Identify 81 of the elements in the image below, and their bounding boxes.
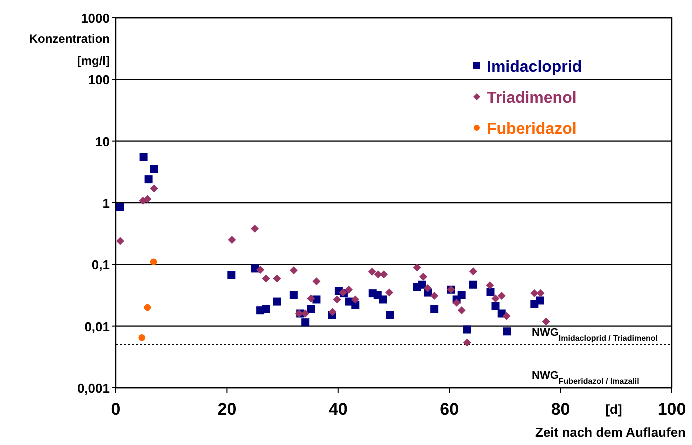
point (273, 274, 282, 283)
point (352, 296, 360, 304)
x-tick-label: 80 (551, 400, 570, 419)
point (470, 280, 478, 289)
point (262, 305, 270, 314)
point (430, 292, 439, 300)
point (413, 264, 422, 272)
y-tick-label: 100 (88, 72, 110, 88)
point (140, 153, 148, 162)
point (368, 268, 376, 276)
point (530, 290, 539, 298)
y-tick-label: 1000 (81, 11, 110, 26)
text: [d] (606, 402, 622, 417)
point (452, 298, 461, 307)
point (374, 270, 382, 279)
point (492, 294, 500, 303)
point (463, 326, 472, 334)
point (312, 278, 321, 286)
point (251, 224, 259, 233)
point (492, 302, 500, 310)
point (251, 264, 259, 273)
point (144, 195, 152, 204)
ref-line-label: NWG$_{Imidacloprid / Triadimenol}$ (532, 326, 658, 342)
point (424, 284, 432, 293)
y-tick-label: 10 (96, 134, 110, 150)
point (328, 308, 337, 316)
y-tick-label: 0,001 (77, 381, 110, 396)
point (333, 296, 342, 304)
point (290, 291, 298, 300)
point (458, 291, 466, 300)
y-tick-label: 0,1 (92, 258, 110, 273)
point (228, 236, 236, 244)
point (542, 318, 550, 326)
point (486, 281, 494, 290)
point (458, 306, 466, 315)
point (116, 203, 124, 212)
point (228, 270, 236, 279)
point (144, 176, 153, 184)
point (498, 292, 506, 300)
point (307, 294, 316, 303)
point (536, 296, 544, 305)
annotation: NWG$_{Fuberidazol / Imazalil}$ (532, 370, 640, 386)
point (273, 298, 282, 306)
legend-label: Imidacloprid (487, 59, 582, 76)
y-tick-label: 1 (102, 196, 110, 211)
x-axis-title: Zeit nach dem Auflaufen (536, 425, 686, 440)
legend-label: Triadimenol (487, 90, 577, 107)
point (150, 184, 158, 193)
point (256, 266, 265, 274)
point (536, 290, 545, 298)
y-tick-label: 0,01 (84, 319, 110, 334)
x-tick-label: 0 (111, 400, 121, 419)
point (419, 273, 428, 282)
point (470, 268, 478, 276)
x-tick-label: 100 (658, 400, 686, 419)
point (486, 288, 495, 296)
x-tick-label: 40 (328, 400, 348, 419)
point (150, 165, 158, 174)
x-tick-label: 20 (218, 400, 237, 419)
point (503, 328, 512, 336)
point (144, 304, 152, 312)
point (312, 296, 321, 304)
legend-label: Fuberidazol (487, 121, 577, 138)
point (502, 312, 511, 320)
point (386, 288, 394, 297)
point (116, 237, 124, 246)
x-tick-label: 60 (440, 400, 460, 419)
point (290, 266, 298, 275)
point (138, 334, 146, 342)
point (150, 258, 158, 266)
y-axis-title: Konzentration [mg/l] (29, 32, 110, 68)
point (302, 318, 310, 327)
point (344, 286, 353, 294)
point (379, 296, 388, 304)
point (386, 311, 394, 320)
point (302, 310, 310, 318)
point (307, 305, 316, 314)
point (262, 274, 270, 283)
point (463, 338, 472, 347)
point (418, 280, 426, 289)
point (430, 305, 439, 314)
